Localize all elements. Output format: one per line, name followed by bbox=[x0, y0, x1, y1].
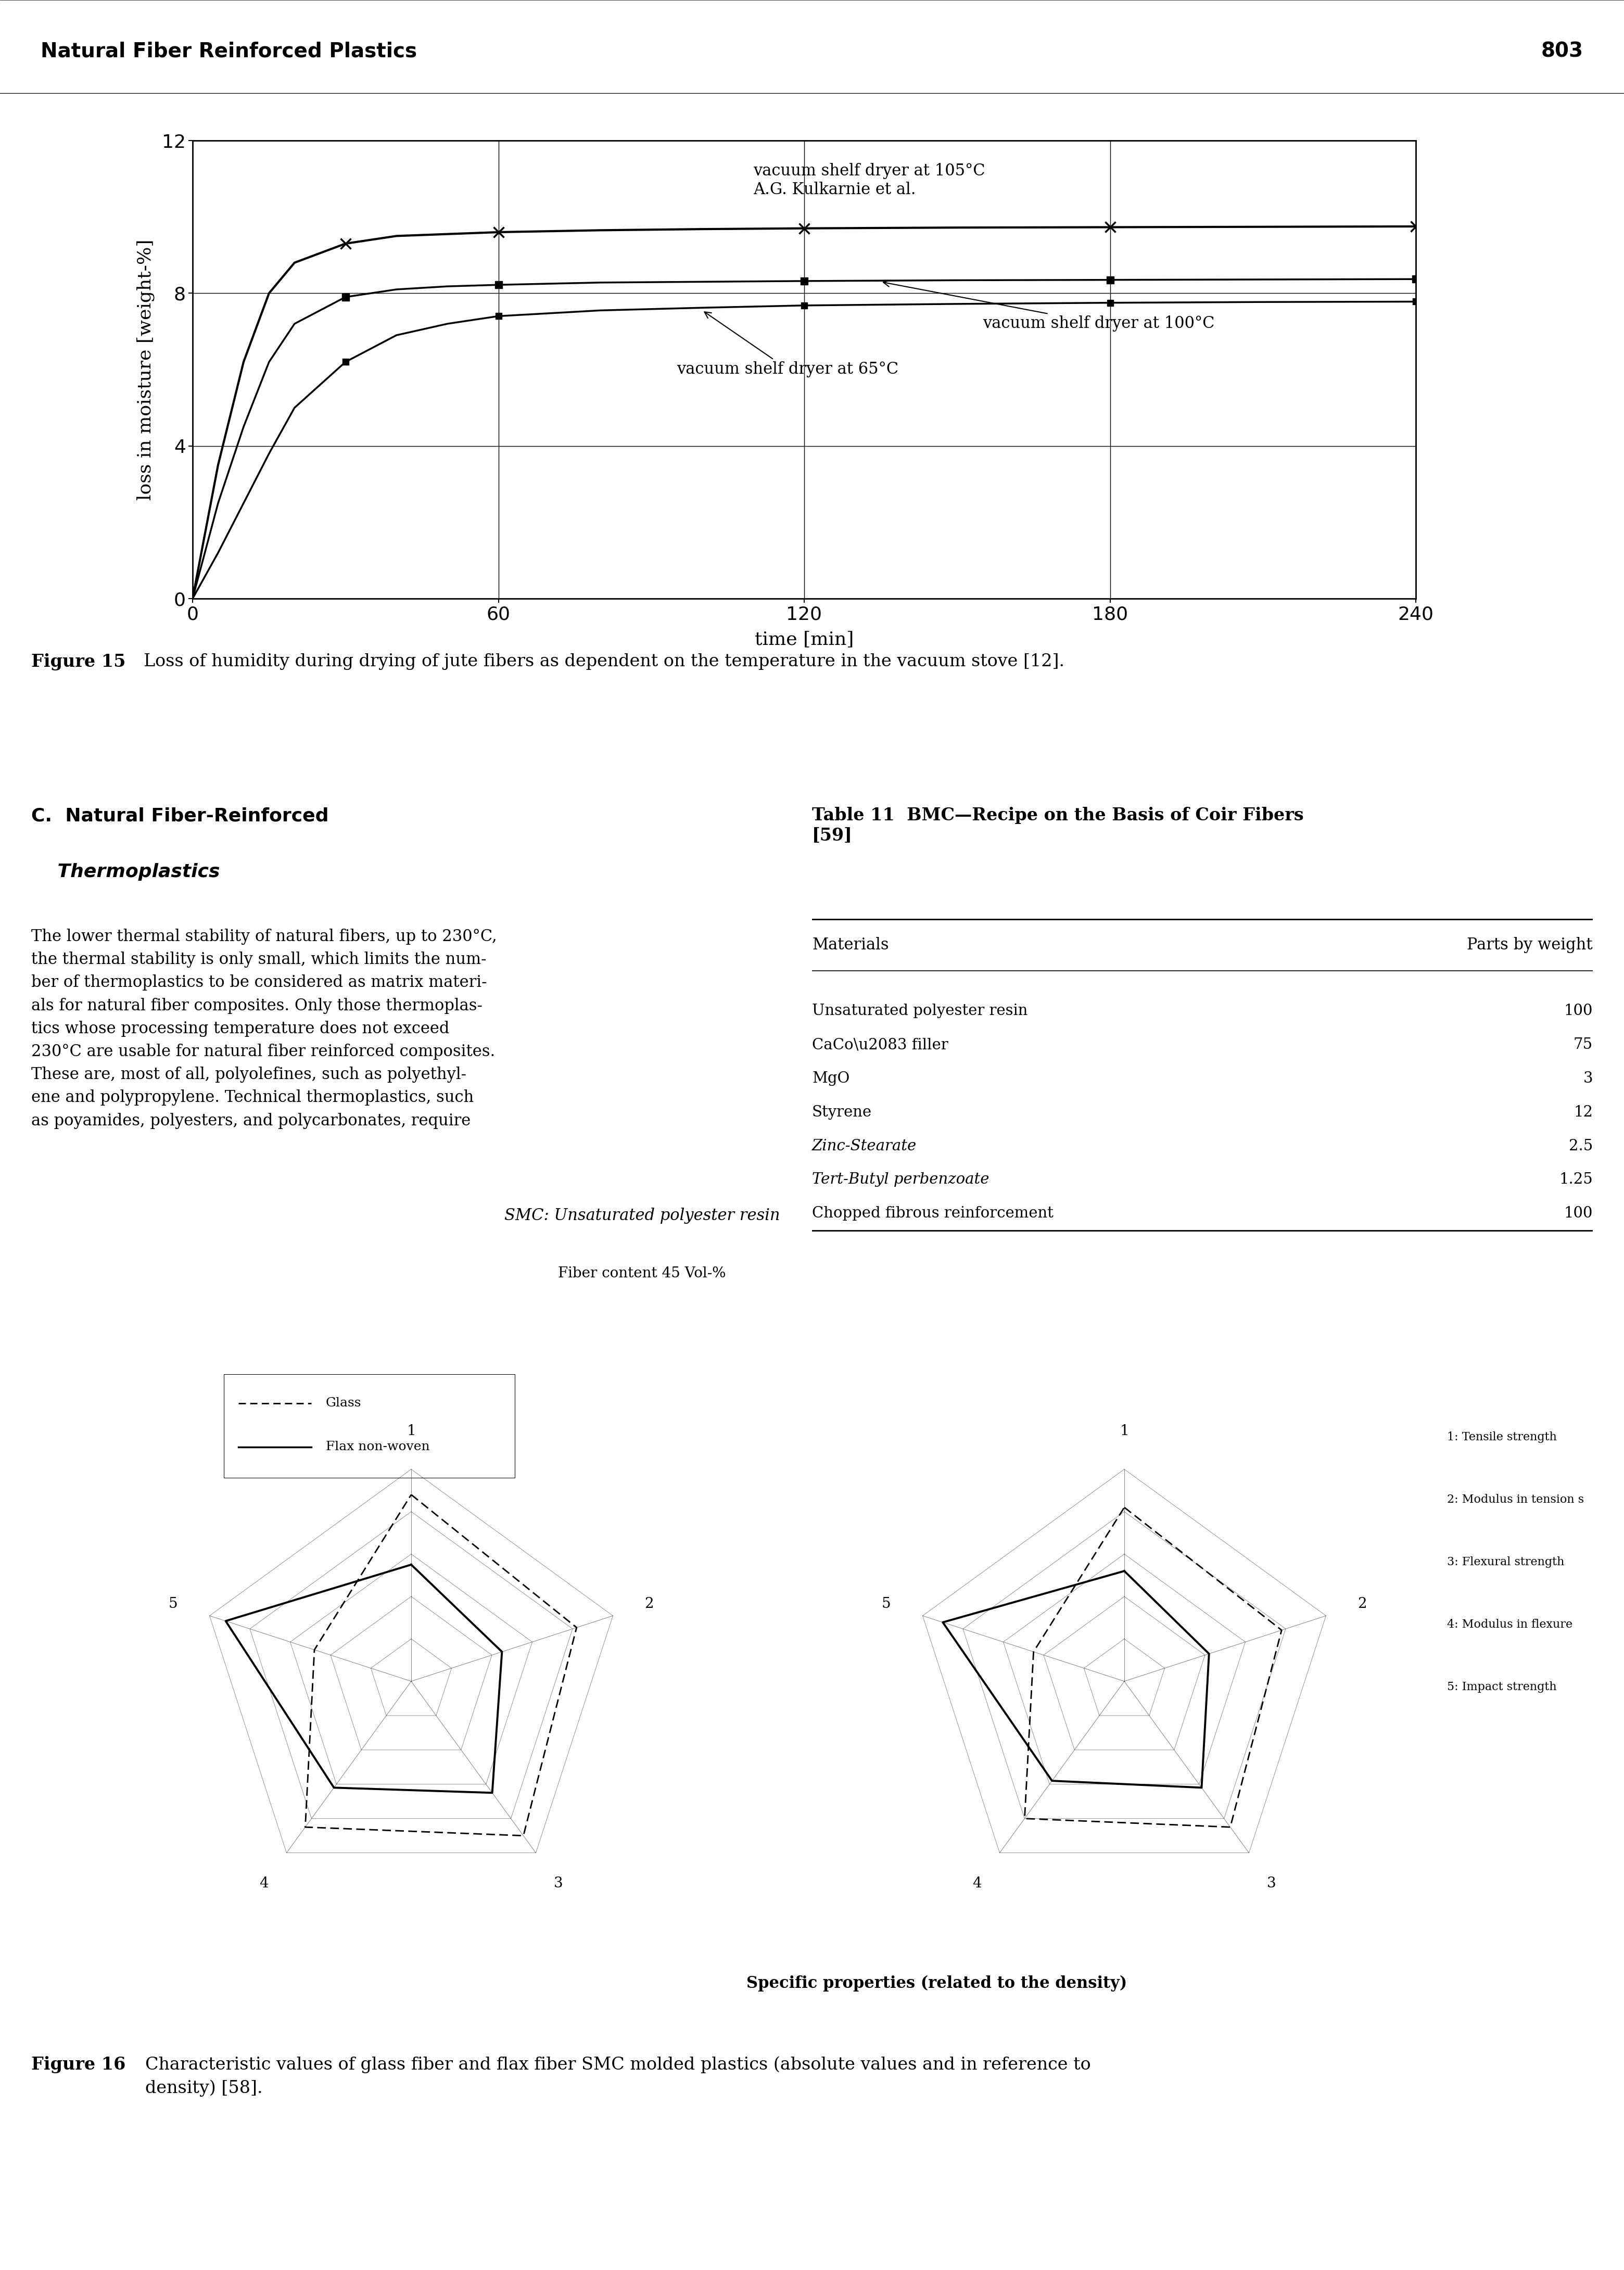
Text: SMC: Unsaturated polyester resin: SMC: Unsaturated polyester resin bbox=[505, 1208, 780, 1224]
Text: 2: 2 bbox=[645, 1596, 654, 1612]
Text: vacuum shelf dryer at 100°C: vacuum shelf dryer at 100°C bbox=[883, 279, 1215, 331]
Text: vacuum shelf dryer at 65°C: vacuum shelf dryer at 65°C bbox=[677, 311, 898, 377]
Text: 3: 3 bbox=[554, 1877, 564, 1891]
Text: Unsaturated polyester resin: Unsaturated polyester resin bbox=[812, 1003, 1028, 1019]
Text: Zinc-Stearate: Zinc-Stearate bbox=[812, 1140, 918, 1153]
Text: 3: 3 bbox=[1267, 1877, 1276, 1891]
Text: C.  Natural Fiber-Reinforced: C. Natural Fiber-Reinforced bbox=[31, 806, 328, 824]
Text: 75: 75 bbox=[1574, 1037, 1593, 1051]
Text: Specific properties (related to the density): Specific properties (related to the dens… bbox=[747, 1975, 1127, 1991]
Text: 5: Impact strength: 5: Impact strength bbox=[1447, 1682, 1557, 1693]
Text: 1: Tensile strength: 1: Tensile strength bbox=[1447, 1432, 1557, 1444]
X-axis label: time [min]: time [min] bbox=[755, 631, 854, 649]
Text: Fiber content 45 Vol-%: Fiber content 45 Vol-% bbox=[559, 1267, 726, 1280]
Text: 1.25: 1.25 bbox=[1559, 1171, 1593, 1187]
Text: 5: 5 bbox=[169, 1596, 177, 1612]
Text: 2: Modulus in tension s: 2: Modulus in tension s bbox=[1447, 1494, 1583, 1505]
Text: Thermoplastics: Thermoplastics bbox=[31, 863, 219, 881]
Text: Table 11  BMC—Recipe on the Basis of Coir Fibers
[59]: Table 11 BMC—Recipe on the Basis of Coir… bbox=[812, 806, 1304, 844]
Text: Styrene: Styrene bbox=[812, 1105, 872, 1119]
Y-axis label: loss in moisture [weight-%]: loss in moisture [weight-%] bbox=[136, 238, 154, 499]
Text: Parts by weight: Parts by weight bbox=[1466, 938, 1593, 953]
Text: Flax non-woven: Flax non-woven bbox=[326, 1441, 430, 1453]
Text: 4: 4 bbox=[973, 1877, 983, 1891]
Text: Chopped fibrous reinforcement: Chopped fibrous reinforcement bbox=[812, 1205, 1054, 1221]
Text: 3: Flexural strength: 3: Flexural strength bbox=[1447, 1557, 1564, 1569]
Text: 5: 5 bbox=[882, 1596, 892, 1612]
Text: Characteristic values of glass fiber and flax fiber SMC molded plastics (absolut: Characteristic values of glass fiber and… bbox=[145, 2057, 1091, 2097]
Text: 3: 3 bbox=[1583, 1071, 1593, 1085]
Text: 100: 100 bbox=[1564, 1205, 1593, 1221]
Text: The lower thermal stability of natural fibers, up to 230°C,
the thermal stabilit: The lower thermal stability of natural f… bbox=[31, 928, 497, 1128]
Text: Tert-Butyl perbenzoate: Tert-Butyl perbenzoate bbox=[812, 1171, 989, 1187]
Text: CaCo\u2083 filler: CaCo\u2083 filler bbox=[812, 1037, 948, 1051]
Text: 803: 803 bbox=[1541, 41, 1583, 61]
Text: 100: 100 bbox=[1564, 1003, 1593, 1019]
Text: 1: 1 bbox=[406, 1423, 416, 1439]
Text: Loss of humidity during drying of jute fibers as dependent on the temperature in: Loss of humidity during drying of jute f… bbox=[143, 654, 1064, 670]
Text: 12: 12 bbox=[1574, 1105, 1593, 1119]
Text: MgO: MgO bbox=[812, 1071, 849, 1085]
Text: 4: 4 bbox=[260, 1877, 268, 1891]
Text: Figure 15: Figure 15 bbox=[31, 654, 125, 670]
Text: 2.5: 2.5 bbox=[1569, 1140, 1593, 1153]
Text: Materials: Materials bbox=[812, 938, 888, 953]
Text: Natural Fiber Reinforced Plastics: Natural Fiber Reinforced Plastics bbox=[41, 41, 417, 61]
Text: Figure 16: Figure 16 bbox=[31, 2057, 125, 2073]
Text: Glass: Glass bbox=[326, 1398, 362, 1410]
Text: 4: Modulus in flexure: 4: Modulus in flexure bbox=[1447, 1619, 1572, 1630]
Text: 1: 1 bbox=[1119, 1423, 1129, 1439]
Text: vacuum shelf dryer at 105°C
A.G. Kulkarnie et al.: vacuum shelf dryer at 105°C A.G. Kulkarn… bbox=[754, 163, 986, 197]
Text: 2: 2 bbox=[1358, 1596, 1367, 1612]
